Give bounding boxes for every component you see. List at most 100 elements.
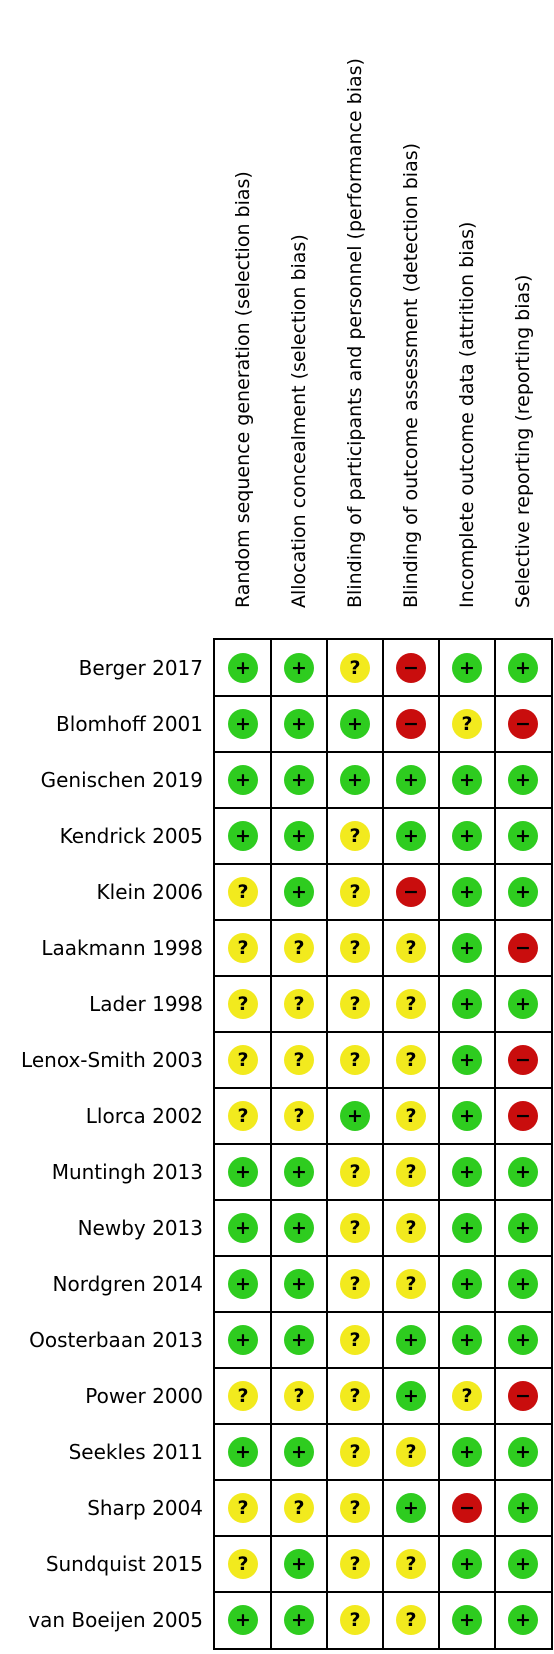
rating-unclear-icon: ? xyxy=(340,653,370,683)
rating-low-icon: + xyxy=(228,1325,258,1355)
rating-unclear-icon: ? xyxy=(284,1045,314,1075)
rating-low-icon: + xyxy=(228,821,258,851)
rating-cell: + xyxy=(215,1256,271,1312)
rating-unclear-icon: ? xyxy=(340,989,370,1019)
rating-unclear-icon: ? xyxy=(396,1213,426,1243)
rating-cell: + xyxy=(439,1256,495,1312)
rating-cell: + xyxy=(495,1424,551,1480)
rating-cell: ? xyxy=(327,864,383,920)
rating-cell: ? xyxy=(327,1480,383,1536)
rating-cell: + xyxy=(439,808,495,864)
rating-cell: − xyxy=(383,696,439,752)
rating-cell: + xyxy=(439,1032,495,1088)
study-label: Laakmann 1998 xyxy=(41,936,203,960)
rating-low-icon: + xyxy=(452,1605,482,1635)
study-label: Lenox-Smith 2003 xyxy=(21,1048,203,1072)
rating-low-icon: + xyxy=(228,653,258,683)
rating-low-icon: + xyxy=(340,1101,370,1131)
rating-cell: ? xyxy=(215,976,271,1032)
rating-cell: ? xyxy=(327,1200,383,1256)
rating-unclear-icon: ? xyxy=(340,877,370,907)
rating-high-icon: − xyxy=(452,1493,482,1523)
risk-of-bias-grid: + +? − + + + + + −? − + + + + + + + +? + + +? +? − + +???? + −????… xyxy=(213,638,553,1650)
rating-cell: + xyxy=(383,1312,439,1368)
domain-label: Selective reporting (reporting bias) xyxy=(512,274,534,608)
domain-header: Blinding of participants and personnel (… xyxy=(327,0,383,636)
rating-cell: + xyxy=(495,976,551,1032)
rating-low-icon: + xyxy=(452,821,482,851)
rating-cell: − xyxy=(439,1480,495,1536)
rating-cell: ? xyxy=(439,696,495,752)
rating-unclear-icon: ? xyxy=(396,1045,426,1075)
domain-label: Incomplete outcome data (attrition bias) xyxy=(456,221,478,608)
rating-cell: ? xyxy=(215,1536,271,1592)
rating-low-icon: + xyxy=(284,765,314,795)
rating-unclear-icon: ? xyxy=(228,877,258,907)
rating-cell: ? xyxy=(215,920,271,976)
rating-cell: + xyxy=(439,976,495,1032)
rating-cell: + xyxy=(271,752,327,808)
rating-cell: + xyxy=(439,1312,495,1368)
rating-low-icon: + xyxy=(228,709,258,739)
rating-cell: + xyxy=(271,696,327,752)
rating-low-icon: + xyxy=(452,1045,482,1075)
rating-cell: + xyxy=(439,752,495,808)
rating-low-icon: + xyxy=(284,821,314,851)
rating-cell: ? xyxy=(439,1368,495,1424)
rating-low-icon: + xyxy=(508,1325,538,1355)
grid-divider xyxy=(215,807,551,809)
rating-low-icon: + xyxy=(452,933,482,963)
rating-cell: + xyxy=(495,1480,551,1536)
rating-unclear-icon: ? xyxy=(396,1549,426,1579)
rating-low-icon: + xyxy=(452,1437,482,1467)
rating-unclear-icon: ? xyxy=(228,989,258,1019)
rating-unclear-icon: ? xyxy=(340,933,370,963)
rating-cell: + xyxy=(271,1592,327,1648)
rating-cell: + xyxy=(327,1088,383,1144)
rating-unclear-icon: ? xyxy=(228,933,258,963)
rating-cell: ? xyxy=(271,1032,327,1088)
rating-unclear-icon: ? xyxy=(396,1605,426,1635)
rating-cell: + xyxy=(439,1592,495,1648)
rating-unclear-icon: ? xyxy=(340,1269,370,1299)
rating-cell: − xyxy=(495,920,551,976)
rating-cell: + xyxy=(271,1256,327,1312)
study-label: Muntingh 2013 xyxy=(51,1160,203,1184)
rating-cell: + xyxy=(495,1144,551,1200)
rating-cell: − xyxy=(495,1368,551,1424)
rating-unclear-icon: ? xyxy=(452,1381,482,1411)
rating-low-icon: + xyxy=(508,1269,538,1299)
grid-divider xyxy=(215,1031,551,1033)
rating-cell: ? xyxy=(327,1144,383,1200)
rating-cell: + xyxy=(383,1480,439,1536)
rating-low-icon: + xyxy=(508,765,538,795)
grid-divider xyxy=(215,751,551,753)
rating-cell: + xyxy=(439,920,495,976)
domain-header: Allocation concealment (selection bias) xyxy=(271,0,327,636)
study-label: Power 2000 xyxy=(85,1384,203,1408)
rating-cell: + xyxy=(495,808,551,864)
rating-cell: + xyxy=(271,1424,327,1480)
rating-low-icon: + xyxy=(452,1101,482,1131)
rating-unclear-icon: ? xyxy=(228,1101,258,1131)
rating-low-icon: + xyxy=(508,1493,538,1523)
rating-high-icon: − xyxy=(508,1101,538,1131)
rating-low-icon: + xyxy=(396,1381,426,1411)
rating-cell: ? xyxy=(327,920,383,976)
rating-unclear-icon: ? xyxy=(340,821,370,851)
rating-cell: + xyxy=(383,808,439,864)
rating-unclear-icon: ? xyxy=(452,709,482,739)
rating-cell: ? xyxy=(383,1032,439,1088)
rating-unclear-icon: ? xyxy=(228,1493,258,1523)
rating-low-icon: + xyxy=(452,1325,482,1355)
rating-cell: + xyxy=(215,1312,271,1368)
rating-cell: + xyxy=(383,752,439,808)
rating-cell: − xyxy=(495,1088,551,1144)
rating-cell: ? xyxy=(215,864,271,920)
rating-low-icon: + xyxy=(284,1269,314,1299)
rating-cell: ? xyxy=(215,1480,271,1536)
rating-low-icon: + xyxy=(396,1493,426,1523)
grid-divider xyxy=(215,919,551,921)
rating-cell: ? xyxy=(383,1256,439,1312)
rating-cell: ? xyxy=(271,1368,327,1424)
